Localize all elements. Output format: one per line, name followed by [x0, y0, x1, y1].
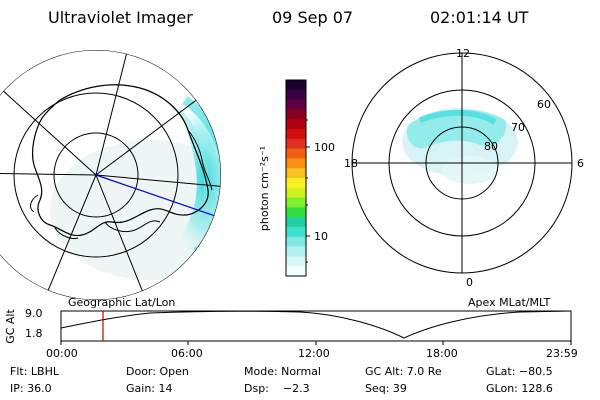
colorbar-unit-label: photon cm⁻²s⁻¹ [258, 145, 272, 232]
apex-map-label: Apex MLat/MLT [468, 296, 551, 309]
colorbar-segment [286, 119, 306, 130]
colorbar-segment [286, 178, 306, 189]
date-label: 09 Sep 07 [272, 8, 354, 27]
colorbar-segment [286, 256, 306, 267]
colorbar-segment [286, 138, 306, 150]
aurora-band-apex [406, 109, 506, 149]
colorbar-segment [286, 129, 306, 140]
timeline-ytick-1.8: 1.8 [25, 327, 43, 340]
colorbar [286, 80, 306, 277]
colorbar-segment [286, 168, 306, 179]
mlat-label-80: 80 [484, 140, 498, 153]
colorbar-segment [286, 227, 306, 238]
colorbar-segment [286, 80, 306, 91]
mlat-label-60: 60 [537, 98, 551, 111]
colorbar-tick-100: 100 [314, 141, 335, 154]
timeline-axis-label: GC Alt [3, 309, 17, 344]
mlt-label-0: 0 [466, 276, 473, 289]
geographic-map [0, 50, 221, 300]
sun-direction-line [95, 174, 221, 229]
info-glat: GLat: −80.5 [486, 365, 553, 378]
timeline-xtick-0000: 00:00 [46, 347, 78, 360]
colorbar-segment [286, 266, 306, 277]
time-label: 02:01:14 UT [430, 8, 529, 27]
mlt-label-6: 6 [577, 157, 584, 170]
altitude-timeline [60, 310, 572, 345]
info-gc-alt: GC Alt: 7.0 Re [365, 365, 442, 378]
colorbar-tick-10: 10 [314, 230, 328, 243]
info-seq: Seq: 39 [365, 382, 407, 395]
geographic-map-label: Geographic Lat/Lon [68, 296, 176, 309]
timeline-xtick-0600: 06:00 [171, 347, 203, 360]
colorbar-segment [286, 207, 306, 218]
colorbar-segment [286, 217, 306, 228]
info-door: Door: Open [126, 365, 189, 378]
colorbar-segment [286, 236, 306, 248]
colorbar-segment [286, 187, 306, 199]
info-dsp: Dsp: −2.3 [244, 382, 310, 395]
info-mode: Mode: Normal [244, 365, 321, 378]
altitude-curve [60, 310, 572, 339]
colorbar-segment [286, 158, 306, 169]
colorbar-segment [286, 197, 306, 208]
colorbar-segment [286, 89, 306, 101]
timeline-xtick-1800: 18:00 [426, 347, 458, 360]
antarctica-coastline [31, 84, 209, 237]
info-flt: Flt: LBHL [10, 365, 59, 378]
timeline-xtick-2359: 23:59 [546, 347, 578, 360]
mlt-label-12: 12 [456, 47, 470, 60]
apex-map [351, 52, 573, 274]
instrument-title: Ultraviolet Imager [48, 8, 193, 27]
mlat-label-70: 70 [511, 121, 525, 134]
info-gain: Gain: 14 [126, 382, 173, 395]
timeline-xtick-1200: 12:00 [298, 347, 330, 360]
timeline-ytick-9: 9.0 [25, 307, 43, 320]
mlt-label-18: 18 [344, 157, 358, 170]
colorbar-segment [286, 148, 306, 159]
info-glon: GLon: 128.6 [486, 382, 553, 395]
colorbar-segment [286, 109, 306, 120]
colorbar-segment [286, 99, 306, 110]
colorbar-segment [286, 246, 306, 257]
info-ip: IP: 36.0 [10, 382, 52, 395]
